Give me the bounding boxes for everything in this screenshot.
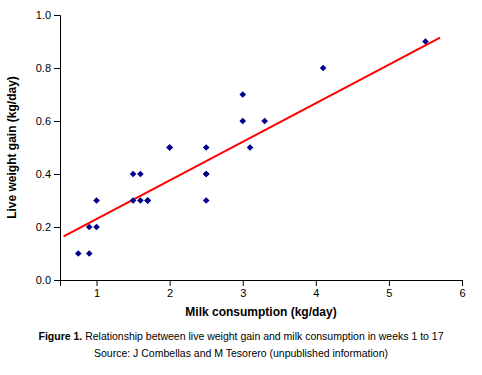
point [86,224,93,231]
caption-source: Source: J Combellas and M Tesorero (unpu… [94,347,388,359]
x-axis-tick-mark [97,280,98,286]
y-axis-tick-mark [54,174,60,175]
point [144,197,151,204]
y-axis-tick-label: 0.8 [36,62,51,74]
x-axis-tick-mark [462,280,463,286]
y-axis-tick: 1.0 [36,9,60,21]
point [247,144,254,151]
trend-line [64,38,440,237]
y-axis-tick: 0.0 [36,274,60,286]
plot-area [64,38,440,257]
caption-text: Relationship between live weight gain an… [82,330,443,342]
y-axis-tick: 0.8 [36,62,60,74]
y-axis-tick-label: 0.0 [36,274,51,286]
caption: Figure 1. Relationship between live weig… [38,330,443,342]
point [137,171,144,178]
x-axis-tick: 5 [386,280,392,299]
point [86,250,93,257]
point [166,144,173,151]
x-axis-title: Milk consumption (kg/day) [185,305,336,319]
point [93,197,100,204]
chart: 1 2 3 4 5 6 0.0 0.2 0.4 0.6 0.8 1.0 Milk consumption… [0,0,482,375]
point [203,171,210,178]
y-axis-tick-mark [54,15,60,16]
point [93,224,100,231]
x-axis-tick-label: 6 [459,287,465,299]
x-axis-tick-label: 1 [94,287,100,299]
caption-label: Figure 1. [38,330,82,342]
x-axis: 1 2 3 4 5 6 [61,280,466,299]
point [320,65,327,72]
y-axis-title: Live weight gain (kg/day) [5,76,19,219]
point [239,118,246,125]
point [130,197,137,204]
point [144,197,151,204]
y-axis-tick-label: 1.0 [36,9,51,21]
point [422,38,429,45]
x-axis-line [61,281,463,287]
point [137,197,144,204]
point [203,171,210,178]
y-axis-tick-mark [54,121,60,122]
point [166,144,173,151]
x-axis-tick: 6 [459,280,465,299]
y-axis-tick-mark [54,280,60,281]
y-axis-tick-label: 0.6 [36,115,51,127]
y-axis: 0.0 0.2 0.4 0.6 0.8 1.0 [36,9,61,286]
x-axis-tick-label: 5 [386,287,392,299]
point [203,197,210,204]
x-axis-tick-label: 3 [240,287,246,299]
x-axis-tick: 3 [240,280,246,299]
x-axis-tick-mark [316,280,317,286]
x-axis-tick-label: 2 [167,287,173,299]
x-axis-tick-mark [389,280,390,286]
x-axis-tick: 1 [94,280,100,299]
point [130,171,137,178]
point [239,91,246,98]
y-axis-tick-mark [54,68,60,69]
y-axis-tick: 0.2 [36,221,60,233]
point [261,118,268,125]
x-axis-tick: 4 [313,280,319,299]
y-axis-line [54,16,61,281]
y-axis-tick: 0.4 [36,168,60,180]
point [144,197,151,204]
x-axis-tick-mark [170,280,171,286]
point [75,250,82,257]
y-axis-tick-mark [54,227,60,228]
y-axis-tick: 0.6 [36,115,60,127]
y-axis-tick-label: 0.4 [36,168,51,180]
x-axis-tick-mark [243,280,244,286]
y-axis-tick-label: 0.2 [36,221,51,233]
point [203,144,210,151]
x-axis-tick: 2 [167,280,173,299]
x-axis-tick-label: 4 [313,287,319,299]
